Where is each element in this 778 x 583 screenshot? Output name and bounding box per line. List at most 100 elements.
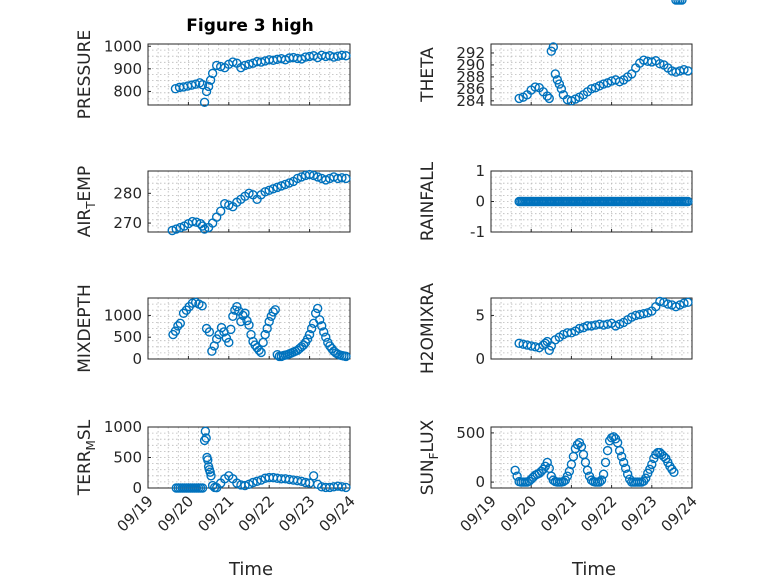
data-point xyxy=(197,301,207,311)
data-point xyxy=(317,321,327,331)
y-tick-label: 500 xyxy=(113,449,142,467)
y-tick-label: 1 xyxy=(475,162,485,180)
data-point xyxy=(308,471,319,481)
y-tick-label: 0 xyxy=(132,479,142,497)
data-point xyxy=(302,334,313,344)
data-point xyxy=(266,311,276,321)
data-point xyxy=(254,345,264,355)
data-point xyxy=(199,224,210,234)
y-axis-label-main: TERR xyxy=(75,450,95,496)
data-point xyxy=(556,84,567,94)
data-point xyxy=(171,224,181,234)
axes-box-airtemp xyxy=(147,170,351,233)
data-point xyxy=(341,51,351,61)
data-point xyxy=(598,469,609,479)
data-point xyxy=(201,433,211,443)
data-point xyxy=(264,185,274,196)
data-point xyxy=(618,457,629,468)
y-axis-label-tail: SL xyxy=(75,419,95,440)
data-point xyxy=(594,477,605,487)
data-point xyxy=(614,445,625,456)
panel-h2omixra: 0 5 H2OMIXRA xyxy=(418,283,693,374)
y-axis-label-subscript: F xyxy=(427,452,441,459)
data-point xyxy=(252,476,262,486)
data-point xyxy=(321,332,331,342)
y-tick-label: 0 xyxy=(132,350,142,368)
data-point xyxy=(173,321,183,331)
data-point xyxy=(270,305,280,315)
data-point xyxy=(562,471,573,481)
data-point xyxy=(574,323,585,334)
data-point xyxy=(315,315,325,325)
data-point xyxy=(190,79,201,89)
data-point xyxy=(616,451,627,462)
y-tick-label: 292 xyxy=(456,44,485,62)
data-point xyxy=(542,457,552,468)
data-point xyxy=(205,467,215,477)
data-point xyxy=(244,59,254,70)
data-point xyxy=(175,318,186,328)
data-point xyxy=(600,457,611,468)
data-point xyxy=(200,426,211,436)
panel-pressure: 800 900 1000 PRESSURE xyxy=(75,30,351,119)
y-tick-label: 290 xyxy=(456,56,485,74)
data-point xyxy=(236,316,246,327)
y-axis-label-main: MIXDEPTH xyxy=(75,284,95,373)
axes-box-theta xyxy=(490,43,693,106)
data-point xyxy=(280,179,291,190)
data-point xyxy=(337,482,347,492)
data-point xyxy=(306,323,317,334)
data-point xyxy=(337,50,347,60)
data-point xyxy=(683,66,693,76)
data-point xyxy=(228,57,238,67)
data-point xyxy=(663,299,673,309)
data-point xyxy=(622,469,633,479)
y-axis-label-main: SUN xyxy=(418,459,438,495)
y-axis-label-subscript: M xyxy=(84,440,98,450)
data-point xyxy=(205,75,216,85)
y-tick-label: 1000 xyxy=(104,306,142,324)
data-point xyxy=(226,324,236,335)
data-point xyxy=(639,308,649,319)
data-point xyxy=(199,435,210,446)
y-tick-label: 0 xyxy=(475,193,485,211)
data-point xyxy=(655,59,665,69)
data-point xyxy=(284,178,295,188)
x-axis-label-left: Time xyxy=(228,559,273,580)
data-point xyxy=(264,316,274,327)
data-point xyxy=(232,302,242,312)
axes-box-mixdepth xyxy=(147,297,351,360)
y-tick-label: 1000 xyxy=(104,418,142,436)
data-point xyxy=(586,84,597,94)
y-tick-label: 270 xyxy=(113,214,142,232)
data-point xyxy=(175,222,186,233)
data-point xyxy=(582,465,593,475)
data-point xyxy=(167,225,177,236)
data-point xyxy=(224,200,234,210)
data-point xyxy=(542,91,552,101)
axes-box-sunflux xyxy=(490,426,693,489)
y-tick-label: 0 xyxy=(475,350,485,368)
data-point xyxy=(268,184,278,194)
data-point xyxy=(310,308,321,318)
data-point xyxy=(260,187,270,197)
y-tick-label: 286 xyxy=(456,80,485,98)
y-tick-label: 1000 xyxy=(104,37,142,55)
data-point xyxy=(220,199,230,209)
y-axis-label-main: H2OMIXRA xyxy=(418,283,438,374)
data-point xyxy=(319,327,329,337)
data-point xyxy=(207,68,218,79)
data-point xyxy=(312,172,323,182)
data-point xyxy=(228,311,238,321)
axes-box-pressure xyxy=(147,43,351,106)
data-point xyxy=(260,329,270,340)
data-point xyxy=(683,196,693,207)
data-point xyxy=(683,297,693,308)
data-point xyxy=(677,0,687,5)
axes-box-h2omixra xyxy=(490,297,693,360)
x-axis-label-right: Time xyxy=(571,559,616,580)
data-point xyxy=(544,345,554,355)
data-point xyxy=(598,79,609,89)
data-point xyxy=(341,482,351,493)
